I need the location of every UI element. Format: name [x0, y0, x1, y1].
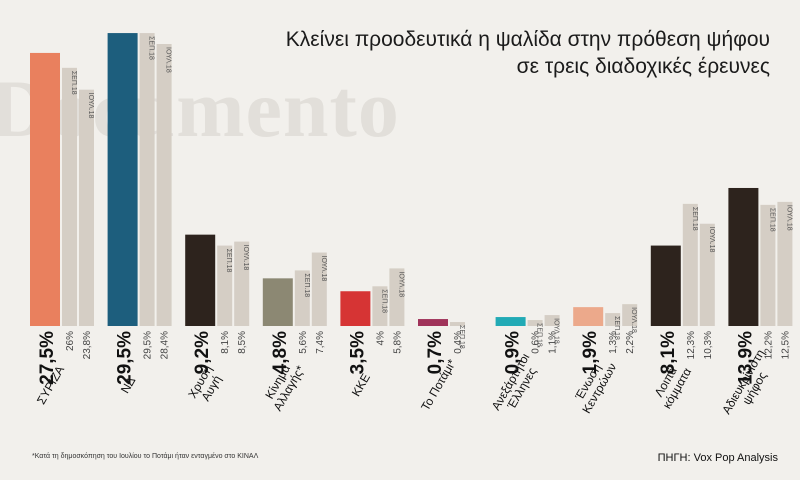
- value-label-previous: 12,3%: [686, 331, 697, 359]
- bar-previous: [605, 313, 621, 326]
- bar-current: [573, 307, 604, 326]
- bar-current: [418, 319, 448, 326]
- bar-previous: [139, 33, 155, 326]
- value-label-earlier: 10,3%: [703, 331, 714, 359]
- value-label-previous: 4%: [375, 331, 386, 346]
- value-label-current: 0,9%: [503, 331, 524, 374]
- bar-current: [340, 291, 371, 326]
- source-credit: ΠΗΓΗ: Vox Pop Analysis: [657, 452, 778, 464]
- bar-current: [728, 187, 759, 326]
- bar-previous-series-label: ΣΕΠ.18: [225, 249, 232, 273]
- value-label-previous: 5,6%: [298, 331, 309, 354]
- bar-previous-series-label: ΣΕΠ.18: [70, 71, 77, 95]
- bar-earlier: [389, 268, 405, 326]
- bar-earlier: [234, 241, 250, 326]
- bar-previous: [217, 245, 233, 326]
- value-label-earlier: 12,5%: [780, 331, 791, 359]
- value-label-previous: 8,1%: [220, 331, 231, 354]
- bar-previous-series-label: ΣΕΠ.18: [458, 325, 465, 349]
- value-label-earlier: 23,8%: [82, 331, 93, 359]
- bar-earlier-series-label: ΙΟΥΛ.18: [553, 318, 560, 344]
- bar-previous: [372, 286, 388, 326]
- value-label-current: 3,5%: [347, 331, 368, 374]
- bar-earlier: [622, 304, 638, 326]
- bar-current: [262, 278, 293, 326]
- value-label-current: 13,9%: [735, 331, 756, 385]
- bar-previous: [682, 203, 698, 326]
- value-label-previous: 0,6%: [531, 331, 542, 354]
- value-label-current: 1,9%: [580, 331, 601, 374]
- value-label-previous: 0,4%: [453, 331, 464, 354]
- bar-previous-series-label: ΣΕΠ.18: [148, 36, 155, 60]
- value-label-earlier: 1,1%: [548, 331, 559, 354]
- bar-earlier-series-label: ΙΟΥΛ.18: [320, 256, 327, 282]
- bar-previous-series-label: ΣΕΠ.18: [303, 273, 310, 297]
- bar-earlier: [544, 315, 560, 326]
- bar-previous: [62, 67, 77, 327]
- value-label-previous: 26%: [65, 331, 76, 351]
- bar-earlier: [777, 201, 793, 326]
- bar-earlier-series-label: ΙΟΥΛ.18: [708, 227, 715, 253]
- value-label-earlier: 5,8%: [392, 331, 403, 354]
- bar-previous-series-label: ΣΕΠ.18: [691, 207, 698, 231]
- value-label-current: 9,2%: [192, 331, 213, 374]
- value-label-current: 0,7%: [425, 331, 446, 374]
- value-label-current: 27,5%: [37, 331, 58, 385]
- bar-previous-series-label: ΣΕΠ.18: [380, 289, 387, 313]
- bar-earlier: [699, 223, 715, 326]
- bar-earlier-series-label: ΙΟΥΛ.18: [165, 47, 172, 73]
- bar-earlier: [311, 252, 327, 326]
- bar-earlier: [156, 43, 172, 326]
- value-label-current: 4,8%: [270, 331, 291, 374]
- chart-title-line-1: Κλείνει προοδευτικά η ψαλίδα στην πρόθεσ…: [285, 28, 770, 51]
- bar-current: [495, 317, 526, 326]
- footnote: *Κατά τη δημοσκόπηση του Ιουλίου το Ποτά…: [32, 453, 259, 460]
- chart-title: Κλείνει προοδευτικά η ψαλίδα στην πρόθεσ…: [210, 26, 770, 80]
- value-label-earlier: 28,4%: [160, 331, 171, 359]
- bar-previous-series-label: ΣΕΠ.18: [536, 323, 543, 347]
- bar-previous: [760, 204, 776, 326]
- value-label-previous: 29,5%: [143, 331, 154, 359]
- value-label-earlier: 7,4%: [315, 331, 326, 354]
- value-label-current: 29,5%: [115, 331, 136, 385]
- bar-earlier-series-label: ΙΟΥΛ.18: [242, 245, 249, 271]
- bar-current: [185, 234, 216, 326]
- value-label-earlier: 8,5%: [237, 331, 248, 354]
- value-label-previous: 1,3%: [608, 331, 619, 354]
- bar-previous: [294, 270, 310, 326]
- bar-earlier-series-label: ΙΟΥΛ.18: [397, 271, 404, 297]
- value-label-earlier: 2,2%: [625, 331, 636, 354]
- chart-title-line-2: σε τρεις διαδοχικές έρευνες: [516, 55, 770, 78]
- bar-current: [107, 33, 138, 326]
- bar-current: [650, 245, 681, 326]
- bar-current: [30, 52, 60, 326]
- bar-previous-series-label: ΣΕΠ.18: [768, 208, 775, 232]
- bar-previous: [450, 322, 465, 326]
- bar-previous: [527, 320, 543, 326]
- value-label-current: 8,1%: [658, 331, 679, 374]
- bar-earlier-series-label: ΙΟΥΛ.18: [87, 93, 94, 119]
- bar-earlier-series-label: ΙΟΥΛ.18: [630, 307, 637, 333]
- bar-earlier-series-label: ΙΟΥΛ.18: [785, 205, 792, 231]
- bar-previous-series-label: ΣΕΠ.18: [613, 316, 620, 340]
- value-label-previous: 12,2%: [763, 331, 774, 359]
- bar-earlier: [79, 89, 94, 326]
